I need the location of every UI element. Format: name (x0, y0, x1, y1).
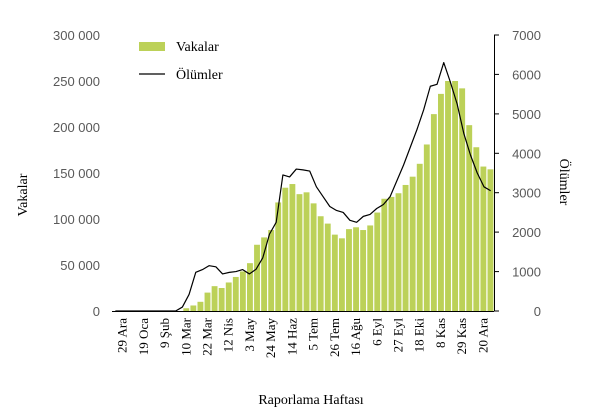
bar-vakalar (438, 93, 444, 311)
bar-vakalar (374, 212, 381, 311)
x-axis-ticks: 29 Ara 19 Oca 9 Şub 10 Mar 22 Mar 12 Nis 3 May… (115, 317, 491, 358)
y-tick-left: 250 000 (53, 74, 100, 89)
y-tick-right: 0 (534, 304, 541, 319)
bar-vakalar (395, 193, 402, 311)
y-tick-right: 3000 (512, 186, 541, 201)
bar-vakalar (289, 184, 296, 311)
bar-vakalar (247, 263, 253, 311)
x-tick-label: 10 Mar (178, 317, 193, 356)
y-tick-right: 4000 (512, 146, 541, 161)
legend: Vakalar Ölümler (139, 40, 223, 83)
bar-vakalar (353, 227, 359, 311)
bar-vakalar (445, 81, 451, 311)
y-tick-right: 7000 (512, 28, 541, 43)
x-tick-label: 5 Tem (306, 318, 321, 350)
x-tick-label: 20 Ara (475, 318, 490, 353)
x-tick-label: 26 Tem (327, 318, 342, 357)
bar-vakalar (225, 282, 232, 311)
legend-label-olumler: Ölümler (176, 66, 223, 83)
bar-vakalar (268, 230, 275, 311)
right-axis-ticks: 0 1000 2000 3000 4000 5000 6000 7000 (494, 28, 541, 319)
axes (112, 35, 495, 312)
bar-vakalar (338, 238, 345, 311)
bar-vakalar (197, 301, 204, 311)
x-tick-label: 6 Eyl (369, 318, 384, 346)
bar-vakalar (296, 194, 303, 311)
x-tick-label: 3 May (242, 318, 257, 352)
bar-vakalar (452, 81, 459, 311)
y-tick-right: 1000 (512, 265, 541, 280)
bar-vakalar (423, 144, 430, 311)
x-tick-label: 27 Eyl (391, 318, 406, 353)
bar-vakalar (282, 187, 289, 311)
bar-vakalar (183, 308, 190, 311)
bar-vakalar (275, 202, 282, 311)
y-tick-left: 100 000 (53, 212, 100, 227)
x-tick-label: 24 May (263, 318, 278, 359)
bar-vakalar (346, 229, 352, 311)
bar-vakalar (324, 223, 331, 311)
x-tick-label: 16 Ağu (348, 318, 363, 356)
bar-vakalar (232, 276, 239, 311)
legend-swatch-vakalar (139, 42, 165, 51)
x-tick-label: 29 Kas (454, 318, 469, 354)
bar-vakalar (331, 234, 338, 311)
bar-vakalar (310, 203, 317, 311)
bar-vakalar (360, 230, 367, 311)
bar-vakalar (211, 286, 218, 311)
bar-vakalar (317, 216, 324, 311)
bar-vakalar (254, 244, 260, 311)
line-olumler (115, 61, 491, 312)
x-tick-label: 12 Nis (221, 318, 236, 352)
bar-vakalar (402, 184, 409, 311)
y-tick-right: 5000 (512, 107, 541, 122)
x-tick-label: 8 Kas (433, 318, 448, 348)
x-tick-label: 29 Ara (115, 318, 130, 353)
x-tick-label: 19 Oca (136, 318, 151, 355)
bar-vakalar (204, 292, 211, 311)
bar-vakalar (303, 192, 310, 311)
bar-vakalar (388, 196, 395, 311)
bar-vakalar (367, 225, 374, 311)
bar-group (183, 81, 494, 312)
x-tick-label: 14 Haz (284, 318, 299, 355)
x-tick-label: 18 Eki (412, 318, 427, 353)
bar-vakalar (480, 166, 487, 311)
bar-vakalar (487, 169, 494, 311)
y-tick-left: 0 (93, 304, 100, 319)
y-axis-title-right: Ölümler (556, 159, 573, 206)
bar-vakalar (381, 198, 388, 311)
legend-label-vakalar: Vakalar (176, 40, 219, 55)
x-tick-label: 9 Şub (157, 318, 172, 348)
y-tick-right: 2000 (512, 225, 541, 240)
bar-vakalar (459, 88, 466, 311)
bar-vakalar (239, 271, 246, 311)
bar-vakalar (409, 176, 416, 311)
left-axis-ticks: 0 50 000 100 000 150 000 200 000 250 000 300 0… (53, 28, 100, 319)
y-tick-left: 200 000 (53, 120, 100, 135)
y-axis-title-left: Vakalar (16, 173, 31, 216)
bar-vakalar (473, 147, 480, 311)
y-tick-right: 6000 (512, 67, 541, 82)
y-tick-left: 300 000 (53, 28, 100, 43)
bar-vakalar (218, 288, 225, 311)
y-tick-left: 50 000 (60, 258, 100, 273)
y-tick-left: 150 000 (53, 166, 100, 181)
bar-vakalar (261, 237, 268, 311)
bar-vakalar (430, 114, 437, 312)
bar-vakalar (466, 125, 473, 311)
bar-vakalar (190, 305, 197, 311)
x-axis-title: Raporlama Haftası (258, 393, 363, 408)
x-tick-label: 22 Mar (200, 317, 215, 356)
line-group (115, 61, 491, 312)
bar-vakalar (416, 163, 423, 311)
